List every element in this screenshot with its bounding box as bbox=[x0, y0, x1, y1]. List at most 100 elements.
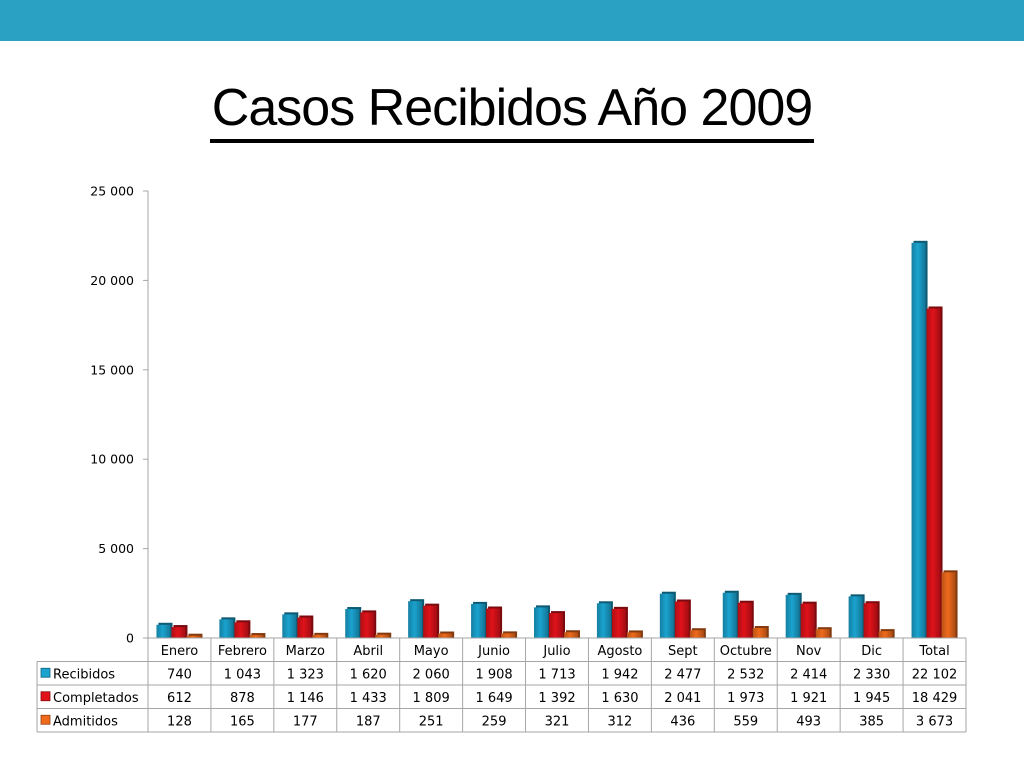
table-cell-value: 22 102 bbox=[912, 667, 958, 682]
y-tick-label: 5 000 bbox=[98, 541, 134, 556]
bar bbox=[297, 617, 312, 638]
table-cell-value: 18 429 bbox=[912, 691, 958, 706]
table-cell-value: 1 620 bbox=[350, 667, 387, 682]
table-cell-value: 1 433 bbox=[350, 691, 387, 706]
bar bbox=[596, 603, 611, 638]
bar bbox=[156, 624, 171, 638]
table-cell-value: 385 bbox=[859, 714, 884, 729]
legend-swatch bbox=[40, 714, 51, 725]
slide-title: Casos Recibidos Año 2009 bbox=[209, 79, 815, 143]
table-cell-value: 2 532 bbox=[727, 667, 764, 682]
table-cell-value: 259 bbox=[482, 714, 507, 729]
y-tick-label: 20 000 bbox=[90, 273, 134, 288]
bar bbox=[815, 629, 830, 638]
table-cell-value: 1 942 bbox=[601, 667, 638, 682]
x-category-label: Total bbox=[918, 644, 949, 659]
bar bbox=[534, 607, 548, 638]
bar bbox=[626, 632, 641, 638]
bar bbox=[375, 634, 390, 638]
bar bbox=[848, 596, 863, 638]
bar bbox=[282, 614, 297, 638]
bar bbox=[674, 601, 689, 638]
x-category-label: Julio bbox=[542, 644, 570, 659]
y-tick-label: 0 bbox=[126, 631, 134, 646]
y-tick-label: 10 000 bbox=[90, 452, 134, 467]
x-category-label: Nov bbox=[796, 644, 822, 659]
legend-series-name: Completados bbox=[53, 691, 139, 706]
bar bbox=[752, 628, 767, 638]
y-tick-label: 25 000 bbox=[90, 184, 134, 199]
bar bbox=[438, 633, 453, 638]
legend-swatch bbox=[40, 691, 51, 702]
slide-title-container: Casos Recibidos Año 2009 bbox=[0, 78, 1024, 143]
bar bbox=[863, 603, 878, 638]
table-cell-value: 2 477 bbox=[664, 667, 701, 682]
table-cell-value: 1 921 bbox=[790, 691, 827, 706]
bar bbox=[408, 601, 423, 638]
x-category-label: Junio bbox=[477, 644, 510, 659]
x-category-label: Enero bbox=[161, 644, 199, 659]
bar bbox=[785, 594, 800, 638]
table-cell-value: 878 bbox=[230, 691, 255, 706]
table-cell-value: 128 bbox=[167, 714, 192, 729]
legend-series-name: Admitidos bbox=[53, 714, 118, 729]
table-cell-value: 493 bbox=[796, 714, 821, 729]
table-cell-value: 1 713 bbox=[538, 667, 575, 682]
x-category-label: Abril bbox=[353, 644, 383, 659]
table-cell-value: 1 973 bbox=[727, 691, 764, 706]
table-cell-value: 312 bbox=[608, 714, 633, 729]
bar bbox=[926, 308, 941, 638]
bar bbox=[471, 603, 486, 638]
bar bbox=[549, 613, 563, 638]
bar bbox=[737, 602, 752, 638]
legend-series-name: Recibidos bbox=[53, 667, 115, 682]
table-cell-value: 436 bbox=[670, 714, 695, 729]
table-cell-value: 1 945 bbox=[853, 691, 890, 706]
bar bbox=[171, 627, 186, 638]
bar bbox=[689, 630, 704, 638]
table-cell-value: 177 bbox=[293, 714, 318, 729]
bar bbox=[564, 632, 578, 638]
table-cell-value: 2 041 bbox=[664, 691, 701, 706]
bar bbox=[486, 608, 501, 638]
table-cell-value: 321 bbox=[545, 714, 570, 729]
bar bbox=[249, 635, 264, 638]
table-cell-value: 612 bbox=[167, 691, 192, 706]
bar bbox=[423, 605, 438, 638]
legend-swatch bbox=[40, 667, 51, 678]
y-tick-label: 15 000 bbox=[90, 362, 134, 377]
table-cell-value: 1 323 bbox=[287, 667, 324, 682]
table-cell-value: 1 043 bbox=[224, 667, 261, 682]
slide-top-bar bbox=[0, 0, 1024, 41]
bar bbox=[941, 572, 956, 638]
x-category-label: Febrero bbox=[218, 644, 267, 659]
x-category-label: Octubre bbox=[720, 644, 772, 659]
x-category-label: Sept bbox=[668, 644, 698, 659]
table-cell-value: 1 809 bbox=[413, 691, 450, 706]
bar bbox=[234, 622, 249, 638]
x-category-label: Agosto bbox=[597, 644, 642, 659]
table-cell-value: 3 673 bbox=[916, 714, 953, 729]
table-cell-value: 1 630 bbox=[601, 691, 638, 706]
bar bbox=[878, 631, 893, 638]
table-cell-value: 2 414 bbox=[790, 667, 827, 682]
table-cell-value: 2 330 bbox=[853, 667, 890, 682]
bar bbox=[659, 593, 674, 638]
bar bbox=[219, 619, 234, 638]
bar bbox=[911, 242, 926, 639]
table-cell-value: 1 146 bbox=[287, 691, 324, 706]
x-category-label: Mayo bbox=[414, 644, 449, 659]
bar bbox=[345, 609, 360, 638]
table-cell-value: 1 649 bbox=[475, 691, 512, 706]
table-cell-value: 1 392 bbox=[538, 691, 575, 706]
table-cell-value: 740 bbox=[167, 667, 192, 682]
bar bbox=[611, 608, 626, 638]
x-category-label: Dic bbox=[861, 644, 882, 659]
table-cell-value: 559 bbox=[733, 714, 758, 729]
bar bbox=[186, 635, 201, 638]
x-category-label: Marzo bbox=[286, 644, 325, 659]
table-cell-value: 187 bbox=[356, 714, 381, 729]
table-cell-value: 1 908 bbox=[475, 667, 512, 682]
bar bbox=[501, 633, 516, 638]
bar bbox=[360, 612, 375, 638]
